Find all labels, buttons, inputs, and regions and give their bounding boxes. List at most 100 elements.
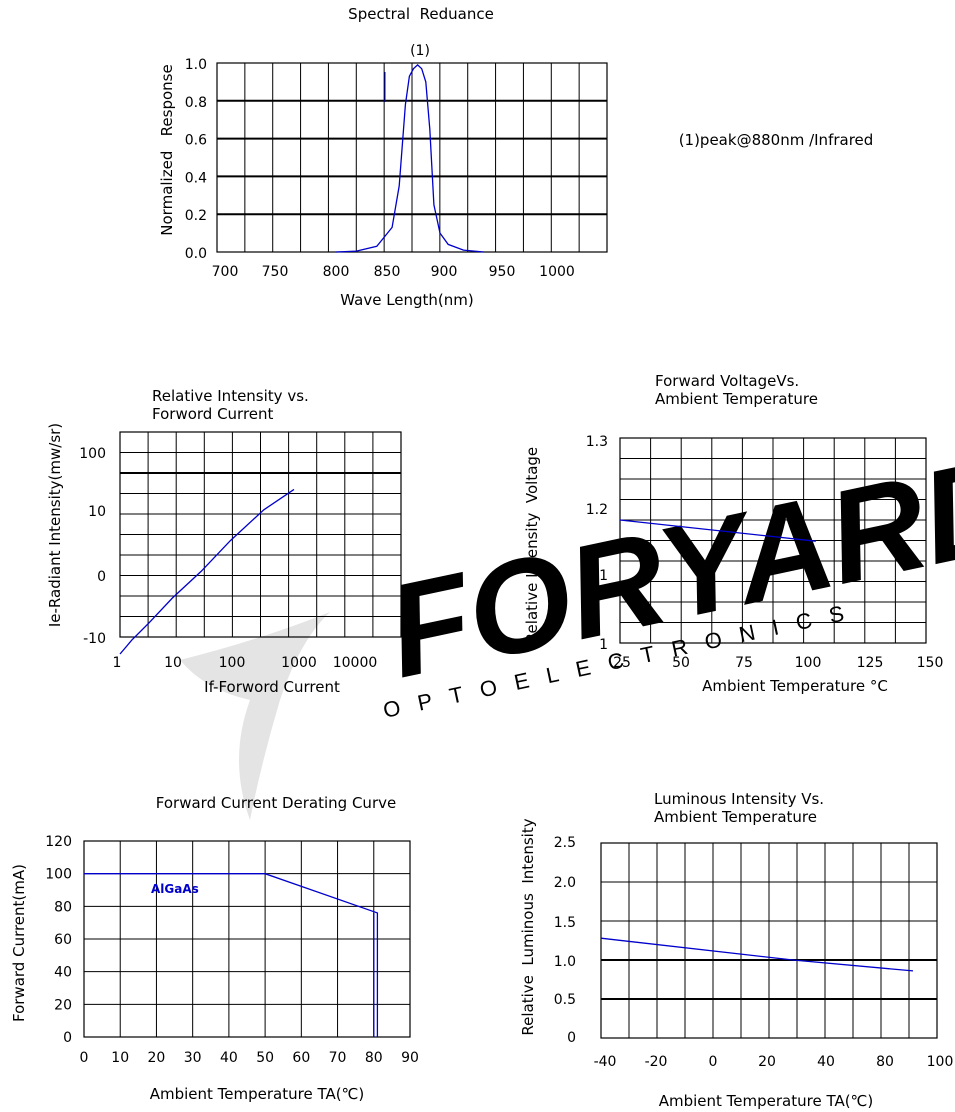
- spectral-chart: Spectral Reduance 700 750 800 850 900 950 1000…: [158, 5, 873, 309]
- derating-y-tick-label: 60: [54, 932, 72, 948]
- intensity-current-x-tick-label: 1000: [281, 655, 317, 671]
- luminous-temperature-x-tick-label: 40: [817, 1054, 835, 1070]
- derating-x-tick-label: 80: [365, 1050, 383, 1066]
- luminous-temperature-y-tick-label: 2.5: [554, 835, 576, 851]
- derating-y-tick-label: 120: [45, 834, 72, 850]
- intensity-current-y-tick-label: -10: [83, 631, 106, 647]
- voltage-temperature-y-tick-label: 1: [599, 637, 608, 653]
- luminous-temperature-x-tick-label: -40: [594, 1054, 617, 1070]
- luminous-temperature-y-tick-label: 2.0: [554, 875, 576, 891]
- derating-x-tick-label: 20: [148, 1050, 166, 1066]
- voltage-temperature-y-tick-label: 1.3: [586, 434, 608, 450]
- luminous-temperature-x-ticks: -40 -20 0 20 40 80 100: [594, 1054, 954, 1070]
- luminous-temperature-y-tick-label: 1.0: [554, 954, 576, 970]
- derating-title: Forward Current Derating Curve: [156, 794, 396, 812]
- spectral-x-label: Wave Length(nm): [340, 291, 474, 309]
- voltage-temperature-y-label: Relative Intensity Voltage: [523, 447, 541, 643]
- spectral-x-ticks: 700 750 800 850 900 950 1000: [212, 264, 575, 280]
- spectral-series-line: [335, 64, 484, 253]
- spectral-x-tick-label: 1000: [539, 264, 575, 280]
- derating-y-ticks: 0 20 40 60 80 100 120: [45, 834, 72, 1046]
- luminous-temperature-chart: Luminous Intensity Vs. Ambient Temperatu…: [519, 790, 953, 1110]
- derating-x-tick-label: 40: [220, 1050, 238, 1066]
- derating-grid: [83, 840, 411, 1038]
- spectral-title: Spectral Reduance: [348, 5, 494, 23]
- spectral-note: (1)peak@880nm /Infrared: [679, 131, 874, 149]
- voltage-temperature-series-line: [619, 519, 816, 542]
- derating-x-tick-label: 70: [329, 1050, 347, 1066]
- voltage-temperature-title-line2: Ambient Temperature: [655, 390, 818, 408]
- intensity-current-y-tick-label: 10: [88, 504, 106, 520]
- spectral-y-tick-label: 0.2: [185, 208, 207, 224]
- luminous-temperature-y-tick-label: 0.5: [554, 992, 576, 1008]
- watermark: FORYARD OPTOELECTRONICS: [180, 428, 955, 820]
- spectral-y-tick-label: 0.4: [185, 170, 207, 186]
- intensity-current-x-ticks: 1 10 100 1000 10000: [113, 655, 378, 671]
- spectral-x-tick-label: 950: [489, 264, 516, 280]
- intensity-current-y-tick-label: 100: [79, 446, 106, 462]
- voltage-temperature-x-tick-label: 50: [672, 655, 690, 671]
- spectral-grid: [216, 62, 608, 253]
- derating-x-tick-label: 90: [401, 1050, 419, 1066]
- voltage-temperature-chart: Forward VoltageVs. Ambient Temperature 2…: [523, 372, 943, 695]
- luminous-temperature-y-label: Relative Luminous Intensity: [519, 818, 537, 1035]
- voltage-temperature-x-tick-label: 150: [917, 655, 944, 671]
- spectral-y-label: Normalized Response: [158, 64, 176, 235]
- derating-x-tick-label: 10: [111, 1050, 129, 1066]
- voltage-temperature-x-tick-label: 25: [613, 655, 631, 671]
- spectral-y-tick-label: 0.0: [185, 246, 207, 262]
- intensity-current-x-label: If-Forword Current: [204, 678, 340, 696]
- spectral-y-ticks: 0.0 0.2 0.4 0.6 0.8 1.0: [185, 57, 207, 262]
- derating-y-tick-label: 80: [54, 899, 72, 915]
- voltage-temperature-grid: [619, 437, 927, 644]
- luminous-temperature-title-line1: Luminous Intensity Vs.: [654, 790, 824, 808]
- voltage-temperature-title-line1: Forward VoltageVs.: [655, 372, 799, 390]
- intensity-current-x-tick-label: 1: [113, 655, 122, 671]
- luminous-temperature-grid: [600, 842, 938, 1039]
- derating-y-tick-label: 20: [54, 997, 72, 1013]
- voltage-temperature-y-ticks: 1 1.1 1.2 1.3: [586, 434, 608, 653]
- intensity-current-title-line2: Forword Current: [152, 405, 274, 423]
- derating-y-tick-label: 0: [63, 1030, 72, 1046]
- voltage-temperature-y-tick-label: 1.1: [586, 568, 608, 584]
- spectral-y-tick-label: 0.8: [185, 95, 207, 111]
- voltage-temperature-x-ticks: 25 50 75 100 125 150: [613, 655, 943, 671]
- spectral-x-tick-label: 800: [323, 264, 350, 280]
- spectral-x-tick-label: 700: [212, 264, 239, 280]
- derating-y-tick-label: 40: [54, 965, 72, 981]
- luminous-temperature-y-tick-label: 1.5: [554, 915, 576, 931]
- intensity-current-y-tick-label: 0: [97, 569, 106, 585]
- watermark-swoosh: [180, 612, 330, 820]
- derating-chart: Forward Current Derating Curve 0 10 20 30 40…: [10, 794, 419, 1103]
- intensity-current-series-line: [119, 488, 295, 655]
- intensity-current-x-tick-label: 100: [219, 655, 246, 671]
- luminous-temperature-x-tick-label: 20: [758, 1054, 776, 1070]
- intensity-current-y-label: Ie-Radiant Intensity(mw/sr): [46, 423, 64, 627]
- intensity-current-x-tick-label: 10000: [333, 655, 378, 671]
- spectral-x-tick-label: 900: [431, 264, 458, 280]
- spectral-y-tick-label: 0.6: [185, 133, 207, 149]
- intensity-current-title-line1: Relative Intensity vs.: [152, 387, 309, 405]
- derating-x-tick-label: 60: [292, 1050, 310, 1066]
- voltage-temperature-x-label: Ambient Temperature °C: [702, 677, 888, 695]
- derating-y-label: Forward Current(mA): [10, 864, 28, 1022]
- luminous-temperature-x-tick-label: -20: [645, 1054, 668, 1070]
- derating-x-tick-label: 30: [184, 1050, 202, 1066]
- luminous-temperature-x-tick-label: 80: [876, 1054, 894, 1070]
- derating-x-tick-label: 50: [256, 1050, 274, 1066]
- luminous-temperature-title-line2: Ambient Temperature: [654, 808, 817, 826]
- derating-x-label: Ambient Temperature TA(℃): [150, 1085, 365, 1103]
- derating-series-line: [84, 873, 379, 1037]
- spectral-x-tick-label: 850: [374, 264, 401, 280]
- spectral-y-tick-label: 1.0: [185, 57, 207, 73]
- luminous-temperature-y-tick-label: 0: [567, 1030, 576, 1046]
- derating-y-tick-label: 100: [45, 867, 72, 883]
- voltage-temperature-x-tick-label: 125: [857, 655, 884, 671]
- derating-x-ticks: 0 10 20 30 40 50 60 70 80 90: [80, 1050, 419, 1066]
- luminous-temperature-x-tick-label: 0: [709, 1054, 718, 1070]
- intensity-current-chart: Relative Intensity vs. Forword Current 1…: [46, 387, 402, 696]
- derating-series-label: AlGaAs: [151, 882, 199, 896]
- luminous-temperature-series-line: [600, 937, 914, 972]
